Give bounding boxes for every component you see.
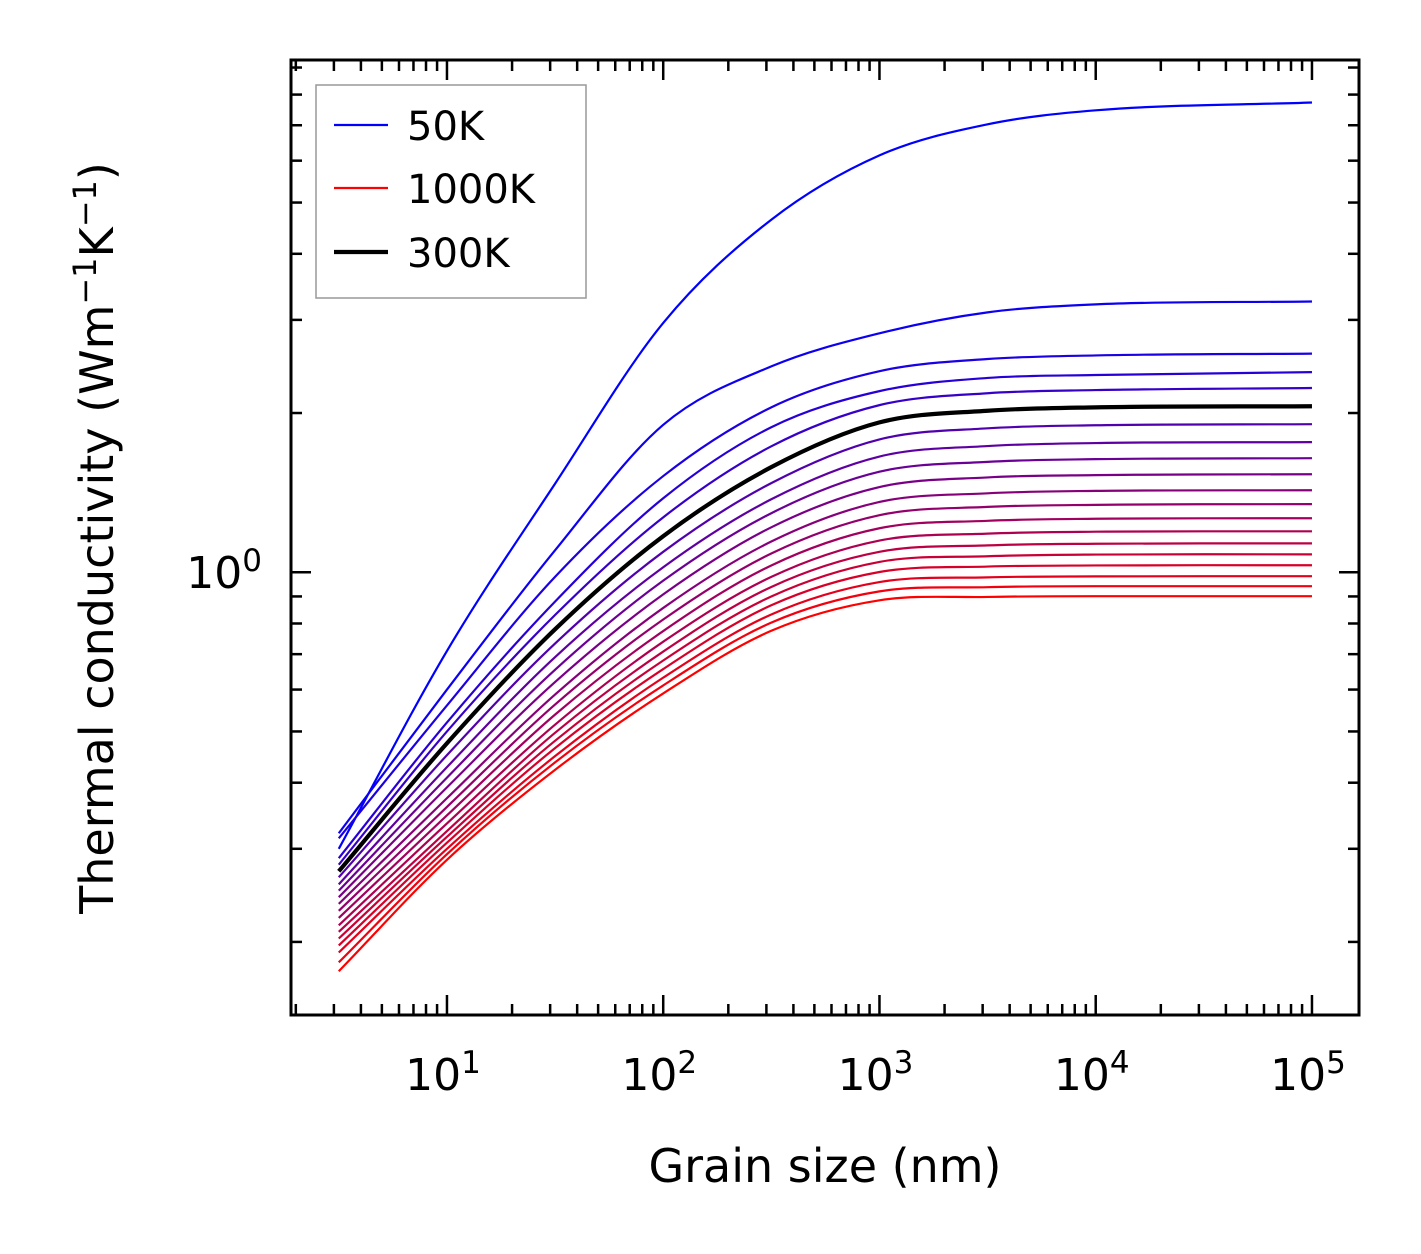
- x-tick-exponent: 2: [677, 1045, 697, 1081]
- y-tick-base: 10: [186, 548, 242, 599]
- ticks-group: [291, 60, 1359, 1015]
- x-axis-label: Grain size (nm): [649, 1139, 1002, 1193]
- series-line-350k: [337, 423, 1312, 879]
- x-tick-base: 10: [1270, 1050, 1326, 1101]
- series-line-400k: [337, 441, 1312, 886]
- series-line-800k: [338, 553, 1312, 940]
- x-tick-label: 104: [1054, 1045, 1130, 1101]
- series-line-550k: [338, 489, 1312, 905]
- legend-label-300k: 300K: [407, 231, 511, 277]
- x-tick-label: 102: [621, 1045, 697, 1101]
- y-tick-exponent: 0: [242, 543, 262, 579]
- y-axis-label-mid: K: [70, 225, 124, 257]
- legend-label-1000k: 1000K: [407, 167, 537, 213]
- y-axis-label-main: Thermal conductivity (Wm: [70, 305, 124, 915]
- x-tick-label: 105: [1270, 1045, 1346, 1101]
- series-line-200k: [337, 371, 1312, 859]
- series-line-600k: [338, 503, 1312, 912]
- y-tick-label: 100: [186, 543, 262, 599]
- series-line-900k: [338, 575, 1312, 954]
- legend-box: [315, 84, 587, 299]
- series-line-500k: [337, 473, 1312, 898]
- x-tick-labels: 101 102 103 104 105: [405, 1045, 1346, 1101]
- series-line-150k: [337, 352, 1312, 840]
- series-line-100k: [337, 300, 1312, 834]
- series-line-450k: [337, 457, 1312, 892]
- series-line-650k: [338, 517, 1312, 919]
- y-axis-label: Thermal conductivity (Wm−1K−1): [66, 162, 124, 915]
- series-line-700k: [338, 530, 1312, 927]
- x-tick-exponent: 1: [461, 1045, 481, 1081]
- x-tick-base: 10: [838, 1050, 894, 1101]
- series-line-250k: [337, 386, 1312, 866]
- legend: 50K 1000K 300K: [315, 84, 587, 299]
- series-line-300k: [337, 404, 1312, 873]
- series-line-850k: [338, 564, 1312, 947]
- x-tick-base: 10: [621, 1050, 677, 1101]
- y-tick-labels: 100: [186, 543, 262, 599]
- x-tick-base: 10: [405, 1050, 461, 1101]
- x-tick-exponent: 4: [1110, 1045, 1130, 1081]
- series-line-950k: [338, 585, 1312, 964]
- series-line-50k: [337, 101, 1313, 850]
- x-tick-base: 10: [1054, 1050, 1110, 1101]
- x-tick-exponent: 5: [1326, 1045, 1346, 1081]
- y-axis-label-end: ): [70, 162, 124, 180]
- y-axis-label-sup1: −1: [66, 257, 104, 304]
- x-tick-exponent: 3: [894, 1045, 914, 1081]
- x-tick-label: 103: [838, 1045, 914, 1101]
- y-axis-label-sup2: −1: [66, 180, 104, 227]
- series-line-1000k: [337, 595, 1312, 973]
- series-line-750k: [338, 542, 1312, 933]
- plot-frame: [289, 58, 1361, 1017]
- x-tick-label: 101: [405, 1045, 481, 1101]
- series-group: [337, 101, 1313, 973]
- legend-label-50k: 50K: [407, 104, 486, 150]
